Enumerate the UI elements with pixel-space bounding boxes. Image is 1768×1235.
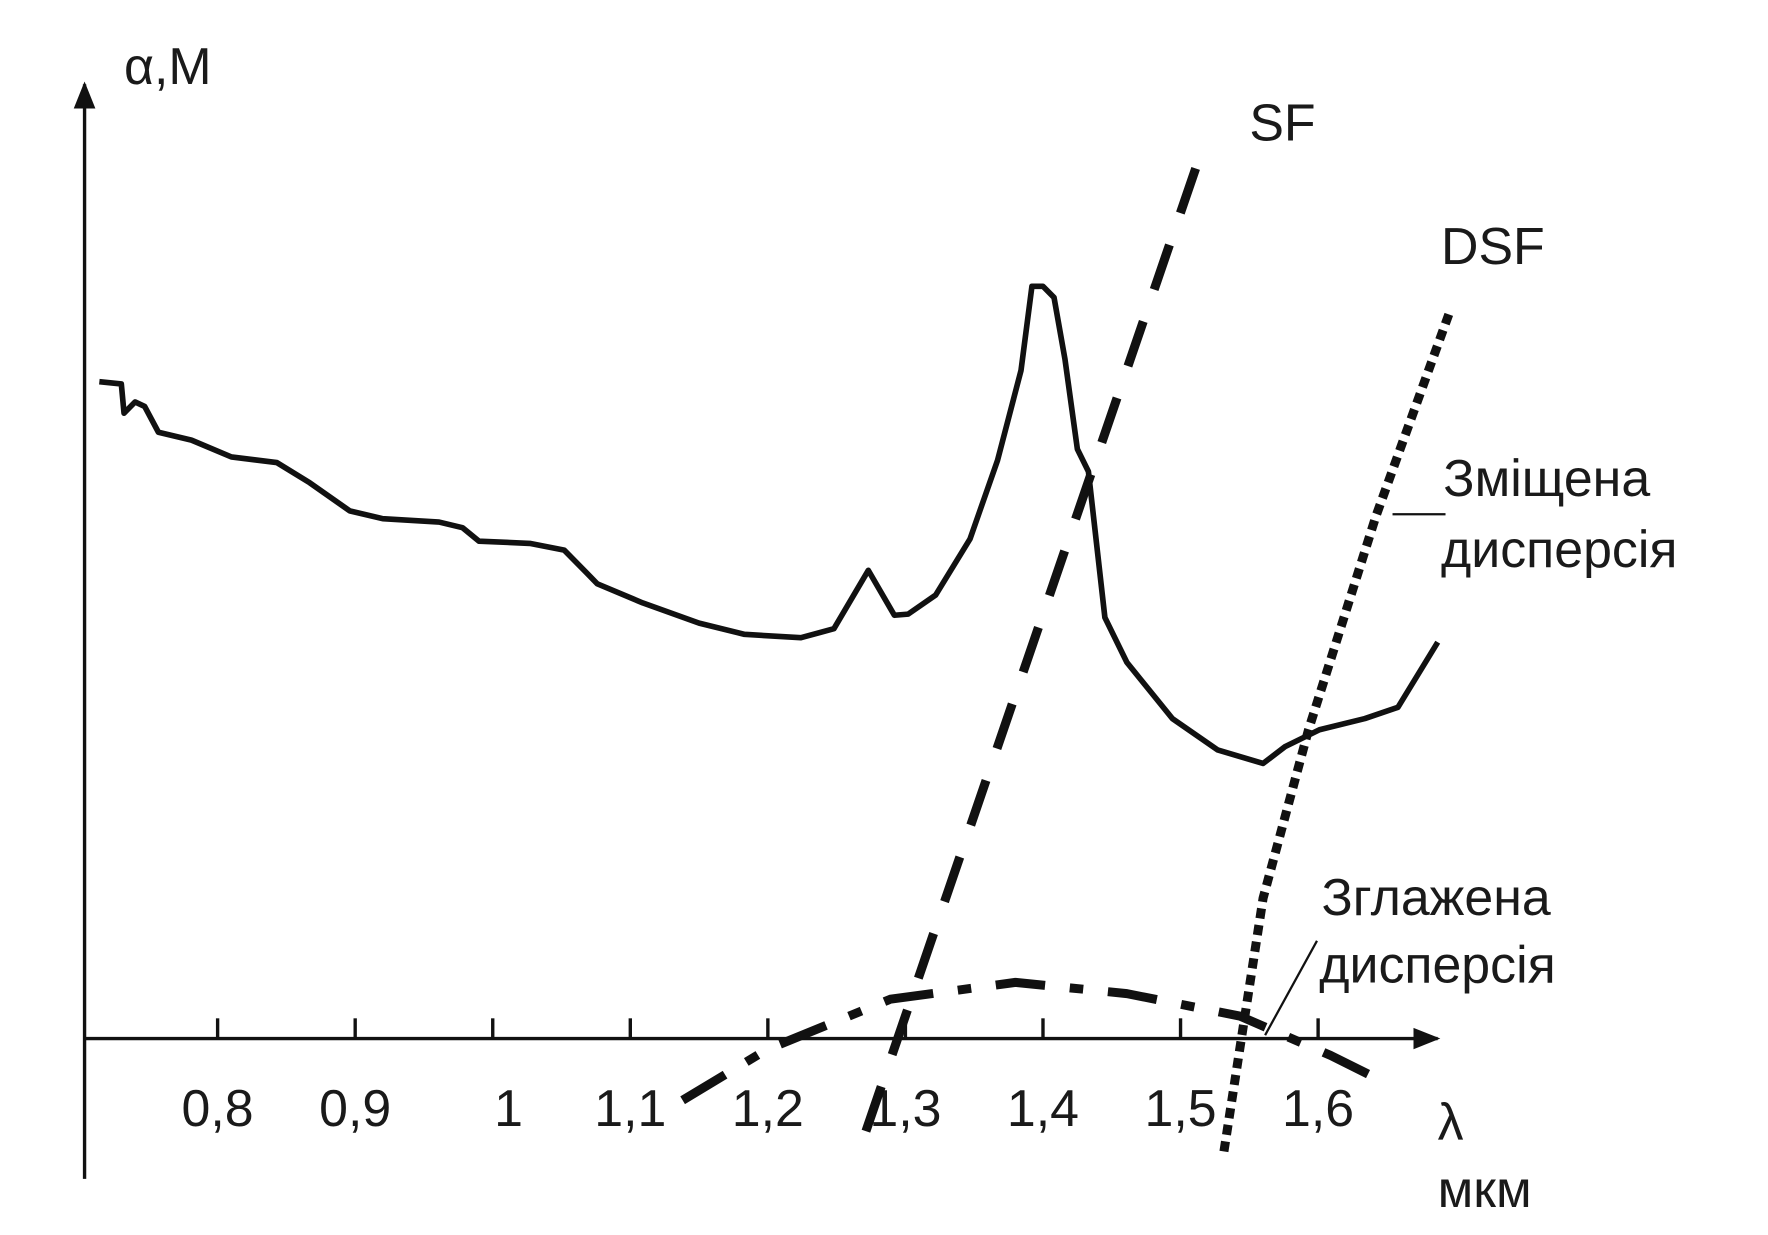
series-label: DSF (1441, 217, 1545, 275)
leader-line (1264, 940, 1318, 1036)
series-line (853, 166, 1200, 1158)
x-tick-label: 1,4 (1007, 1079, 1079, 1137)
annotation: дисперсія (1319, 935, 1555, 993)
annotation: Зглажена (1321, 868, 1550, 926)
annotation: Зміщена (1443, 449, 1650, 507)
y-axis-label: α,M (124, 37, 212, 95)
x-tick-label: 1,6 (1282, 1079, 1354, 1137)
series-line (99, 283, 1441, 767)
x-tick-label: 0,8 (182, 1079, 254, 1137)
x-tick-label: 1 (494, 1079, 523, 1137)
x-tick-label: 1,1 (594, 1079, 666, 1137)
x-axis-unit: мкм (1438, 1160, 1532, 1218)
series-line (1218, 312, 1454, 1158)
x-tick-label: 0,9 (319, 1079, 391, 1137)
series-line (680, 977, 1389, 1105)
x-tick-label: 1,5 (1144, 1079, 1216, 1137)
x-tick-label: 1,2 (732, 1079, 804, 1137)
series-label: SF (1249, 93, 1315, 151)
x-axis-label: λ (1438, 1093, 1464, 1151)
annotation: дисперсія (1441, 520, 1677, 578)
